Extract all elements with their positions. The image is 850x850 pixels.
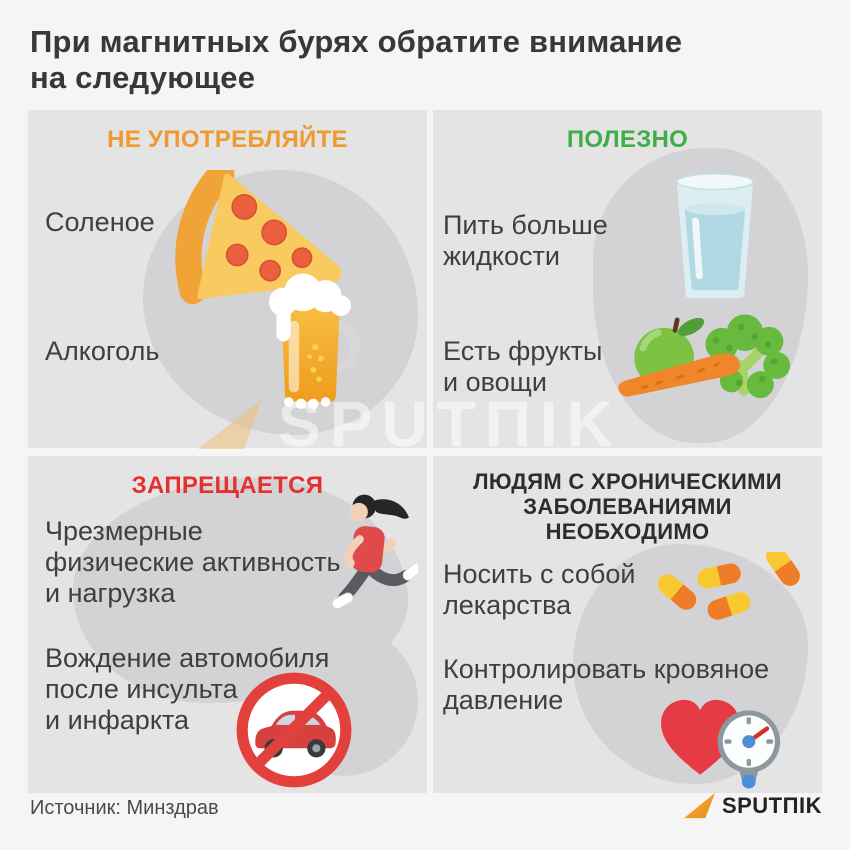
item-label-physical-activity: Чрезмерные физические активность и нагру… bbox=[45, 516, 341, 609]
fruits-vegetables-icon bbox=[618, 314, 791, 399]
water-glass-icon bbox=[676, 173, 754, 299]
running-woman-icon bbox=[331, 494, 418, 609]
item-label-eat-fruits: Есть фрукты и овощи bbox=[443, 336, 603, 398]
item-label-drink-liquids: Пить больше жидкости bbox=[443, 210, 608, 272]
item-label-blood-pressure: Контролировать кровяное давление bbox=[443, 654, 770, 716]
header-forbidden: ЗАПРЕЩАЕТСЯ bbox=[131, 472, 324, 499]
header-useful: ПОЛЕЗНО bbox=[566, 126, 689, 153]
pills-icon bbox=[657, 552, 800, 620]
header-chronic: ЛЮДЯМ С ХРОНИЧЕСКИМИ ЗАБОЛЕВАНИЯМИ НЕОБХ… bbox=[473, 469, 782, 545]
header-avoid: НЕ УПОТРЕБЛЯЙТЕ bbox=[107, 126, 348, 153]
page-title: При магнитных бурях обратите внимание на… bbox=[30, 24, 683, 95]
no-car-icon bbox=[236, 672, 352, 788]
panel-forbidden: ЗАПРЕЩАЕТСЯ Чрезмерные физические активн… bbox=[28, 456, 427, 793]
panel-avoid: НЕ УПОТРЕБЛЯЙТЕ Соленое Ал bbox=[28, 110, 427, 448]
item-label-driving: Вождение автомобиля после инсульта и инф… bbox=[45, 643, 330, 736]
panel-chronic: ЛЮДЯМ С ХРОНИЧЕСКИМИ ЗАБОЛЕВАНИЯМИ НЕОБХ… bbox=[433, 456, 822, 793]
panel-useful: ПОЛЕЗНО Пить больше жидкости Есть фр bbox=[433, 110, 822, 448]
footer-source: Источник: Минздрав bbox=[30, 797, 219, 819]
item-label-carry-medicine: Носить с собой лекарства bbox=[443, 559, 636, 621]
sputnik-logo: SPUTΠIK bbox=[683, 792, 822, 820]
sputnik-brand-text: SPUTΠIK bbox=[721, 793, 822, 818]
sputnik-triangle-icon bbox=[683, 792, 715, 819]
item-label-salty: Соленое bbox=[45, 207, 155, 237]
pizza-icon bbox=[175, 170, 342, 305]
beer-mug-icon bbox=[268, 273, 360, 409]
heart-pressure-gauge-icon bbox=[661, 699, 781, 789]
item-label-alcohol: Алкоголь bbox=[45, 336, 160, 366]
